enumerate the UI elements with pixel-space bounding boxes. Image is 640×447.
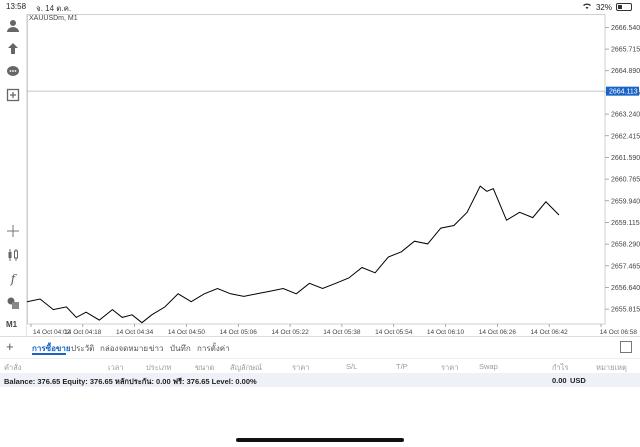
y-tick-label: 2660.765 [611,177,640,184]
y-tick-label: 2663.240 [611,112,640,119]
y-tick-label: 2666.540 [611,25,640,32]
tab-settings[interactable]: การตั้งค่า [197,344,230,353]
x-tick-label: 14 Oct 06:42 [531,329,569,336]
terminal-tabs: + การซื้อขาย ประวัติ กล่องจดหมาย ข่าว บั… [0,338,640,356]
tab-trade[interactable]: การซื้อขาย [32,344,71,353]
x-tick-label: 14 Oct 04:50 [168,329,206,336]
tab-news[interactable]: ข่าว [149,344,164,353]
wifi-icon [582,2,592,12]
y-tick-label: 2664.890 [611,68,640,75]
indicator-icon[interactable]: f [10,272,16,286]
new-order-icon[interactable] [6,88,20,102]
divider [0,336,640,337]
balance-row: Balance: 376.65 Equity: 376.65 หลักประกั… [0,373,640,387]
x-tick-label: 14 Oct 05:54 [375,329,413,336]
chart-toolbar: f M1 [0,14,27,336]
timeframe-button[interactable]: M1 [6,320,18,329]
col-type: ประเภท [146,363,172,372]
y-tick-label: 2662.415 [611,133,640,140]
y-tick-label: 2658.290 [611,242,640,249]
account-icon[interactable] [6,18,20,32]
col-tp: T/P [396,362,408,371]
y-tick-label: 2661.590 [611,155,640,162]
x-tick-label: 14 Oct 06:26 [479,329,517,336]
tab-mailbox[interactable]: กล่องจดหมาย [100,344,149,353]
col-volume: ขนาด [195,363,215,372]
active-tab-indicator [32,353,66,355]
balance-summary: Balance: 376.65 Equity: 376.65 หลักประกั… [4,377,257,386]
chat-icon[interactable] [6,65,20,79]
layout-icon[interactable] [620,341,632,353]
x-tick-label: 14 Oct 05:38 [323,329,361,336]
col-profit: กำไร [552,363,569,372]
tab-history[interactable]: ประวัติ [71,344,95,353]
col-comment: หมายเหตุ [596,363,627,372]
status-time: 13:58 [6,2,27,11]
objects-icon[interactable] [6,296,20,310]
price-chart[interactable]: 2666.5402665.7152664.8902664.0652663.240… [27,14,640,336]
col-sl: S/L [346,362,358,371]
y-tick-label: 2657.465 [611,263,640,270]
status-bar: 13:58 จ. 14 ต.ค. 32% [0,0,640,14]
current-price-box [606,86,639,96]
battery-icon [616,3,632,11]
x-tick-label: 14 Oct 04:02 [33,329,71,336]
balance-currency: USD [570,376,586,385]
col-order: คำสั่ง [4,363,22,372]
x-tick-label: 14 Oct 06:10 [427,329,465,336]
col-time: เวลา [108,363,124,372]
candles-icon[interactable] [6,248,20,262]
col-swap: Swap [479,362,498,371]
x-tick-label: 14 Oct 04:34 [116,329,154,336]
home-indicator[interactable] [236,438,404,442]
y-tick-label: 2665.715 [611,47,640,54]
current-price-label: 2664.113 [609,89,638,96]
balance-profit: 0.00 [552,376,567,385]
battery-percent: 32% [595,2,612,12]
x-tick-label: 14 Oct 04:18 [64,329,102,336]
trade-table-header: คำสั่ง เวลา ประเภท ขนาด สัญลักษณ์ ราคา S… [0,358,640,373]
price-series-line [27,185,560,324]
y-tick-label: 2659.115 [611,220,640,227]
tab-journal[interactable]: บันทึก [170,344,191,353]
x-tick-label: 14 Oct 05:22 [271,329,309,336]
x-tick-label: 14 Oct 05:06 [220,329,258,336]
chart-symbol: XAUUSDm, M1 [29,15,78,22]
crosshair-icon[interactable] [6,224,20,238]
x-tick-label: 14 Oct 06:58 [600,329,638,336]
trade-icon[interactable] [6,42,20,56]
col-symbol: สัญลักษณ์ [230,363,263,372]
col-price-current: ราคา [441,363,459,372]
col-price: ราคา [292,363,310,372]
plot-frame [27,14,606,325]
plus-icon[interactable]: + [6,339,14,354]
y-tick-label: 2656.640 [611,285,640,292]
status-date: จ. 14 ต.ค. [36,4,72,13]
y-tick-label: 2659.940 [611,198,640,205]
y-tick-label: 2655.815 [611,307,640,314]
status-right: 32% [582,2,632,12]
